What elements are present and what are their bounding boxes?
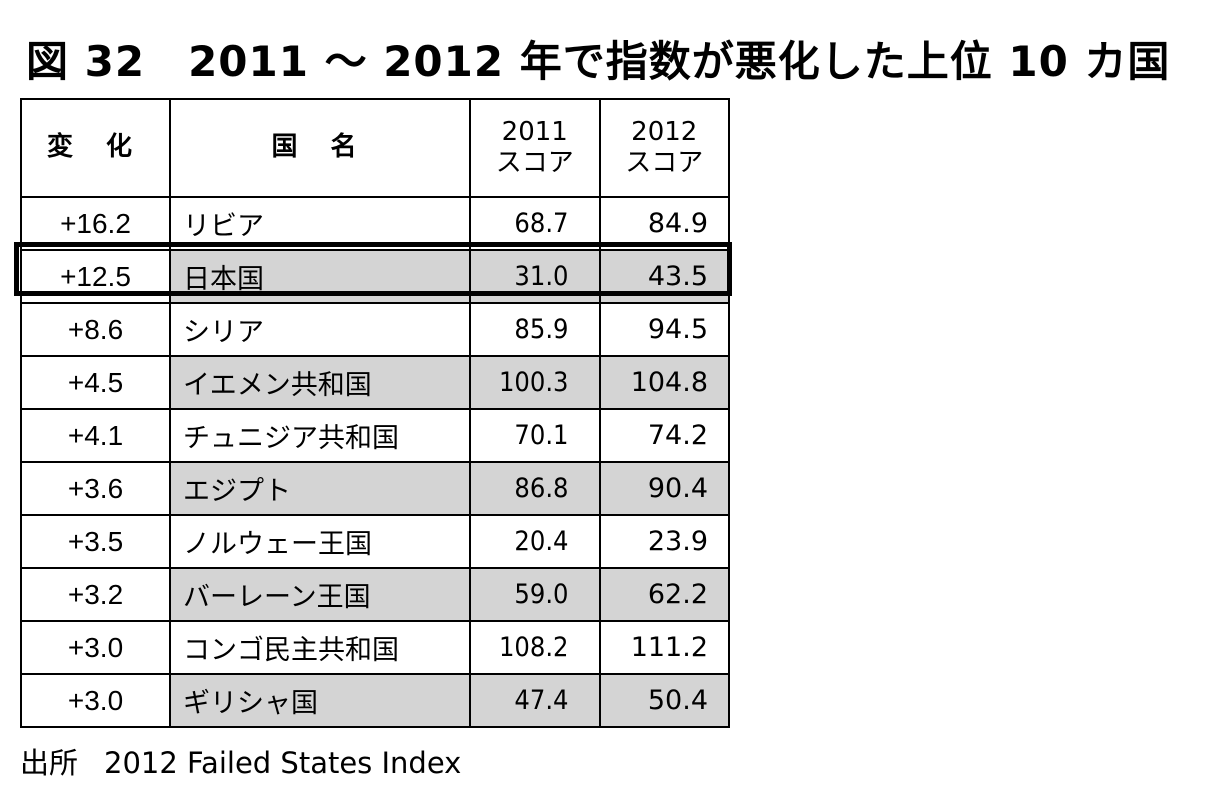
score-2011-cell: 31.0 [469,249,601,304]
table-row: +16.2 リビア 68.7 84.9 [20,196,730,251]
country-cell: リビア [169,196,471,251]
score-2012-cell: 111.2 [598,620,730,675]
country-cell: コンゴ民主共和国 [169,620,471,675]
table-row: +8.6 シリア 85.9 94.5 [20,302,730,357]
table-row: +3.0 ギリシャ国 47.4 50.4 [20,673,730,728]
header-change: 変 化 [20,98,171,198]
source-label: 出所 [20,746,79,780]
table-row: +4.1 チュニジア共和国 70.1 74.2 [20,408,730,463]
score-2012-cell: 94.5 [598,302,730,357]
score-2012-cell: 84.9 [598,196,730,251]
header-score-2011: 2011 スコア [469,98,601,198]
table-row: +12.5 日本国 31.0 43.5 [20,249,730,304]
header-score-2012: 2012 スコア [598,98,730,198]
score-2011-cell: 68.7 [469,196,601,251]
change-cell: +16.2 [20,196,171,251]
header-country: 国 名 [169,98,471,198]
score-2011-cell: 100.3 [469,355,601,410]
score-2011-cell: 108.2 [469,620,601,675]
change-cell: +4.5 [20,355,171,410]
country-cell: エジプト [169,461,471,516]
page-title: 図 32 2011 ～ 2012 年で指数が悪化した上位 10 カ国 [26,37,1171,86]
score-2011-cell: 20.4 [469,514,601,569]
country-cell: 日本国 [169,249,471,304]
change-cell: +8.6 [20,302,171,357]
score-2012-cell: 104.8 [598,355,730,410]
score-2012-cell: 90.4 [598,461,730,516]
score-2012-cell: 62.2 [598,567,730,622]
country-cell: シリア [169,302,471,357]
country-cell: イエメン共和国 [169,355,471,410]
score-2011-cell: 47.4 [469,673,601,728]
change-cell: +3.2 [20,567,171,622]
change-cell: +3.0 [20,673,171,728]
change-cell: +3.0 [20,620,171,675]
change-cell: +4.1 [20,408,171,463]
change-cell: +3.5 [20,514,171,569]
change-cell: +3.6 [20,461,171,516]
table-row: +3.2 バーレーン王国 59.0 62.2 [20,567,730,622]
country-cell: チュニジア共和国 [169,408,471,463]
table-header-row: 変 化 国 名 2011 スコア 2012 スコア [20,98,730,198]
source-text: 2012 Failed States Index [104,746,462,780]
score-2012-cell: 23.9 [598,514,730,569]
country-cell: ギリシャ国 [169,673,471,728]
country-cell: バーレーン王国 [169,567,471,622]
country-cell: ノルウェー王国 [169,514,471,569]
score-2011-cell: 59.0 [469,567,601,622]
source-note: 出所 2012 Failed States Index [20,740,461,782]
table-row: +3.5 ノルウェー王国 20.4 23.9 [20,514,730,569]
score-2011-cell: 85.9 [469,302,601,357]
ranking-table: 変 化 国 名 2011 スコア 2012 スコア +16.2 リビア 68.7 84… [20,98,730,728]
table-row: +4.5 イエメン共和国 100.3 104.8 [20,355,730,410]
score-2011-cell: 70.1 [469,408,601,463]
change-cell: +12.5 [20,249,171,304]
score-2012-cell: 50.4 [598,673,730,728]
table-row: +3.6 エジプト 86.8 90.4 [20,461,730,516]
score-2012-cell: 43.5 [598,249,730,304]
score-2012-cell: 74.2 [598,408,730,463]
table-row: +3.0 コンゴ民主共和国 108.2 111.2 [20,620,730,675]
score-2011-cell: 86.8 [469,461,601,516]
